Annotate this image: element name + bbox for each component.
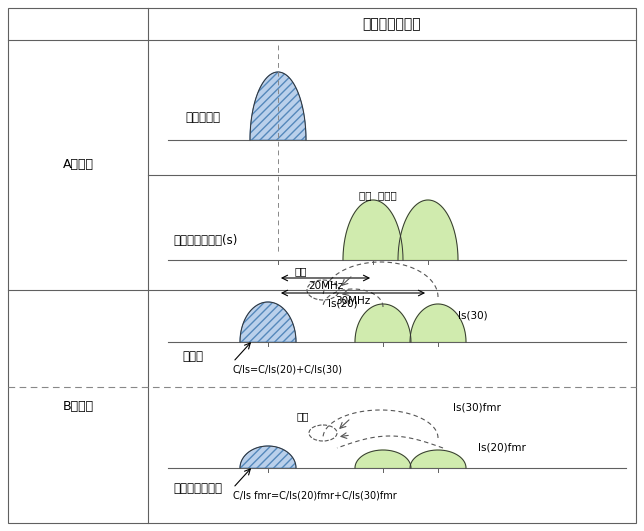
- Text: A局送信: A局送信: [62, 158, 93, 172]
- Polygon shape: [343, 200, 403, 260]
- Text: B局受信: B局受信: [62, 400, 93, 413]
- Text: 20MHz: 20MHz: [308, 281, 343, 291]
- Polygon shape: [410, 450, 466, 468]
- Polygon shape: [355, 450, 411, 468]
- Polygon shape: [240, 446, 296, 468]
- Polygon shape: [398, 200, 458, 260]
- Text: Is(20)fmr: Is(20)fmr: [478, 443, 526, 453]
- Text: Is(20): Is(20): [328, 298, 357, 308]
- Polygon shape: [355, 304, 411, 342]
- Text: Is(30): Is(30): [458, 310, 488, 320]
- Text: Is(30)fmr: Is(30)fmr: [453, 402, 501, 412]
- Text: 干渉: 干渉: [295, 266, 307, 276]
- Text: C/Is fmr=C/Is(20)fmr+C/Is(30)fmr: C/Is fmr=C/Is(20)fmr+C/Is(30)fmr: [233, 490, 397, 500]
- Polygon shape: [410, 304, 466, 342]
- Text: C/Is=C/Is(20)+C/Is(30): C/Is=C/Is(20)+C/Is(30): [233, 364, 343, 374]
- Polygon shape: [250, 72, 306, 140]
- Text: チャンネル配置: チャンネル配置: [363, 17, 421, 31]
- Text: 30MHz: 30MHz: [336, 296, 371, 306]
- Text: 定常時: 定常時: [182, 350, 204, 364]
- Text: 鄰接  次鄰接: 鄰接 次鄰接: [359, 190, 397, 200]
- Text: 自システム: 自システム: [185, 111, 220, 124]
- Text: 干渉: 干渉: [297, 411, 309, 421]
- Polygon shape: [240, 302, 296, 342]
- Text: 併設他システム(s): 併設他システム(s): [174, 234, 238, 247]
- Text: フェージング時: フェージング時: [173, 482, 222, 494]
